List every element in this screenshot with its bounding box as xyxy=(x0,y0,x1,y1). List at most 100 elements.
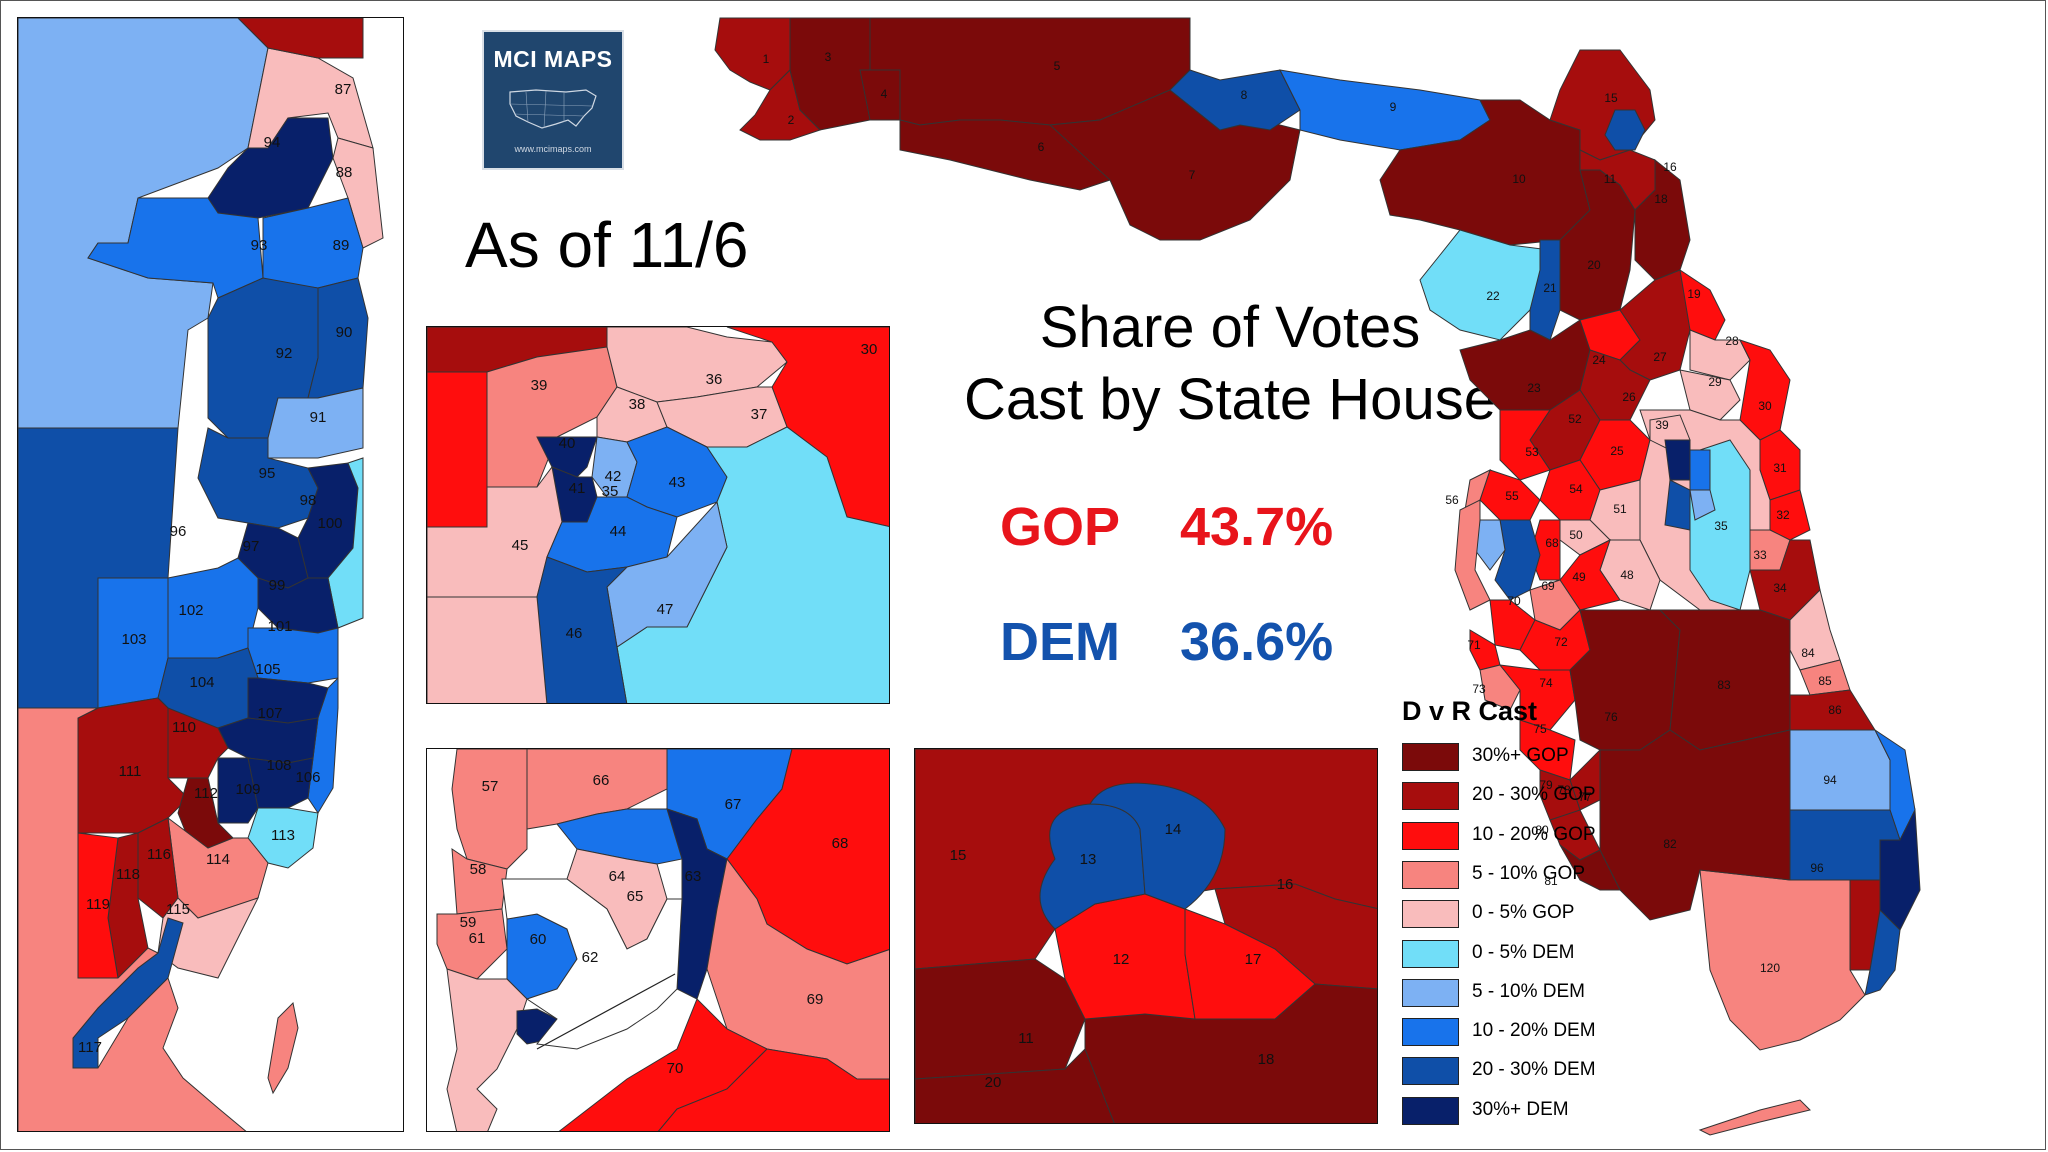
district-orl-blue3 xyxy=(1664,479,1691,531)
label-17: 17 xyxy=(1245,951,1262,968)
label-40: 40 xyxy=(559,435,576,452)
legend-swatch xyxy=(1402,939,1459,968)
label-13: 13 xyxy=(1080,851,1097,868)
legend-label: 5 - 10% DEM xyxy=(1472,980,1585,1002)
label-118: 118 xyxy=(116,866,140,883)
district-11 xyxy=(1579,149,1656,211)
label-15: 15 xyxy=(1604,91,1618,105)
district-43 xyxy=(626,426,728,518)
label-78: 78 xyxy=(1557,783,1571,797)
district-109 xyxy=(217,757,259,824)
southeast-inset-svg: 87 88 89 90 91 92 93 94 95 96 97 98 99 1… xyxy=(18,18,384,1131)
label-38: 38 xyxy=(629,396,646,413)
label-25: 25 xyxy=(1610,444,1624,458)
label-119: 119 xyxy=(86,896,110,913)
district-tampa-blue xyxy=(1494,519,1541,601)
district-jax-blue xyxy=(1604,109,1646,151)
legend-label: 20 - 30% GOP xyxy=(1472,784,1596,806)
district-orl-blue4 xyxy=(1689,489,1716,521)
as-of-date: As of 11/6 xyxy=(465,209,749,281)
legend-label: 5 - 10% GOP xyxy=(1472,862,1585,884)
label-35: 35 xyxy=(602,483,619,500)
label-30: 30 xyxy=(861,341,878,358)
label-6: 6 xyxy=(1038,140,1045,154)
label-19: 19 xyxy=(1687,287,1701,301)
label-60: 60 xyxy=(530,931,547,948)
label-105: 105 xyxy=(255,661,280,678)
label-120: 120 xyxy=(1760,961,1780,975)
headline-line2: Cast by State House xyxy=(964,367,1496,432)
label-71: 71 xyxy=(1467,638,1481,652)
district-61 xyxy=(446,968,528,1131)
label-89: 89 xyxy=(333,237,350,254)
label-57: 57 xyxy=(482,778,499,795)
label-31: 31 xyxy=(1773,461,1787,475)
label-69: 69 xyxy=(807,991,824,1008)
label-56: 56 xyxy=(1445,493,1459,507)
label-26: 26 xyxy=(1622,390,1636,404)
label-44: 44 xyxy=(610,523,627,540)
district-88 xyxy=(207,117,334,219)
label-106: 106 xyxy=(295,769,320,786)
label-94: 94 xyxy=(1823,773,1837,787)
water-bay xyxy=(501,878,683,1050)
district-17 xyxy=(1184,908,1316,1020)
label-55: 55 xyxy=(1505,489,1519,503)
district-14 xyxy=(1089,782,1226,910)
mci-maps-logo: MCI MAPS www.mcimaps.com xyxy=(482,30,624,170)
label-102: 102 xyxy=(178,602,203,619)
legend-swatch xyxy=(1402,900,1459,929)
label-83: 83 xyxy=(1717,678,1731,692)
label-98: 98 xyxy=(300,492,317,509)
label-46: 46 xyxy=(566,625,583,642)
label-67: 67 xyxy=(725,796,742,813)
legend-swatch xyxy=(1402,860,1459,889)
southeast-inset-map: 87 88 89 90 91 92 93 94 95 96 97 98 99 1… xyxy=(17,17,404,1132)
legend-label: 10 - 20% DEM xyxy=(1472,1020,1596,1042)
district-62-leader-line xyxy=(536,973,676,1050)
label-101: 101 xyxy=(267,618,292,635)
label-48: 48 xyxy=(1620,568,1634,582)
label-72: 72 xyxy=(1554,635,1568,649)
district-22 xyxy=(1419,229,1551,341)
label-68: 68 xyxy=(1545,536,1559,550)
legend-label: 20 - 30% DEM xyxy=(1472,1059,1596,1081)
label-27: 27 xyxy=(1653,350,1667,364)
label-96: 96 xyxy=(170,523,187,540)
label-35: 35 xyxy=(1714,519,1728,533)
label-34: 34 xyxy=(1773,581,1787,595)
district-28 xyxy=(1689,329,1751,381)
label-110: 110 xyxy=(172,719,196,736)
label-114: 114 xyxy=(206,851,230,868)
legend-swatch xyxy=(1402,821,1459,850)
label-75: 75 xyxy=(1533,722,1547,736)
label-53: 53 xyxy=(1525,445,1539,459)
label-11: 11 xyxy=(1604,172,1617,186)
label-107: 107 xyxy=(257,705,282,722)
label-61: 61 xyxy=(469,930,486,947)
district-76 xyxy=(1569,609,1681,751)
dem-party-label: DEM xyxy=(1000,612,1120,672)
label-117: 117 xyxy=(78,1039,102,1056)
tampa-inset-svg: 57 58 59 60 61 62 63 64 65 66 67 68 69 7… xyxy=(436,749,889,1131)
label-42: 42 xyxy=(605,468,622,485)
label-82: 82 xyxy=(1663,837,1677,851)
label-8: 8 xyxy=(1241,88,1248,102)
label-111: 111 xyxy=(119,763,142,780)
label-41: 41 xyxy=(569,480,586,497)
keys-strip xyxy=(267,1001,299,1095)
label-1: 1 xyxy=(763,52,770,66)
label-74: 74 xyxy=(1539,676,1553,690)
district-orl-blue1 xyxy=(1664,439,1691,481)
label-20: 20 xyxy=(985,1074,1002,1091)
district-93 xyxy=(87,197,264,299)
label-10: 10 xyxy=(1512,172,1526,186)
label-92: 92 xyxy=(276,345,293,362)
label-80: 80 xyxy=(1535,823,1549,837)
label-65: 65 xyxy=(627,888,644,905)
legend-label: 30%+ GOP xyxy=(1472,745,1569,766)
label-94: 94 xyxy=(264,134,281,151)
label-58: 58 xyxy=(470,861,487,878)
legend-swatch xyxy=(1402,1057,1459,1086)
label-24: 24 xyxy=(1592,353,1606,367)
